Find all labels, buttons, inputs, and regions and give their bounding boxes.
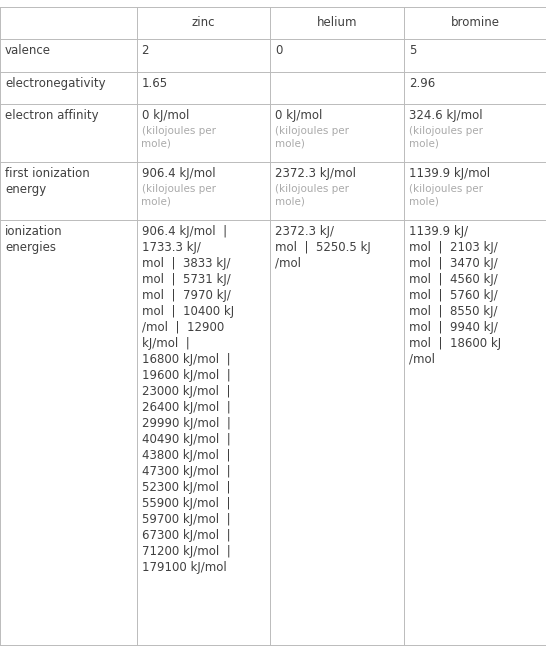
Text: 324.6 kJ/mol: 324.6 kJ/mol <box>409 110 483 122</box>
Bar <box>404 7 546 39</box>
Bar <box>404 220 546 645</box>
Text: 0: 0 <box>275 44 283 57</box>
Text: (kilojoules per
mole): (kilojoules per mole) <box>409 126 483 149</box>
Bar <box>404 104 546 162</box>
Text: bromine: bromine <box>450 16 500 29</box>
Bar <box>136 7 270 39</box>
Text: 5: 5 <box>409 44 417 57</box>
Bar <box>404 39 546 72</box>
Bar <box>270 104 404 162</box>
Bar <box>0 104 136 162</box>
Text: 0 kJ/mol: 0 kJ/mol <box>141 110 189 122</box>
Text: helium: helium <box>317 16 358 29</box>
Bar <box>0 72 136 104</box>
Bar <box>270 72 404 104</box>
Text: (kilojoules per
mole): (kilojoules per mole) <box>141 126 216 149</box>
Bar <box>404 162 546 220</box>
Text: 2: 2 <box>141 44 149 57</box>
Text: (kilojoules per
mole): (kilojoules per mole) <box>275 126 349 149</box>
Bar <box>136 39 270 72</box>
Bar <box>270 7 404 39</box>
Text: (kilojoules per
mole): (kilojoules per mole) <box>275 184 349 207</box>
Bar <box>270 162 404 220</box>
Bar <box>0 162 136 220</box>
Bar <box>136 220 270 645</box>
Bar <box>270 220 404 645</box>
Bar <box>136 162 270 220</box>
Text: (kilojoules per
mole): (kilojoules per mole) <box>141 184 216 207</box>
Text: 2.96: 2.96 <box>409 77 435 90</box>
Text: 1139.9 kJ/
mol  |  2103 kJ/
mol  |  3470 kJ/
mol  |  4560 kJ/
mol  |  5760 kJ/
m: 1139.9 kJ/ mol | 2103 kJ/ mol | 3470 kJ/… <box>409 224 501 366</box>
Bar <box>136 104 270 162</box>
Bar <box>0 220 136 645</box>
Text: electronegativity: electronegativity <box>5 77 105 90</box>
Text: first ionization
energy: first ionization energy <box>5 167 90 196</box>
Bar <box>270 39 404 72</box>
Text: 2372.3 kJ/
mol  |  5250.5 kJ
/mol: 2372.3 kJ/ mol | 5250.5 kJ /mol <box>275 224 371 269</box>
Bar <box>136 72 270 104</box>
Text: ionization
energies: ionization energies <box>5 224 63 254</box>
Text: zinc: zinc <box>192 16 215 29</box>
Text: electron affinity: electron affinity <box>5 110 99 122</box>
Text: valence: valence <box>5 44 51 57</box>
Text: 2372.3 kJ/mol: 2372.3 kJ/mol <box>275 167 357 180</box>
Text: 906.4 kJ/mol  |
1733.3 kJ/
mol  |  3833 kJ/
mol  |  5731 kJ/
mol  |  7970 kJ/
mo: 906.4 kJ/mol | 1733.3 kJ/ mol | 3833 kJ/… <box>141 224 234 574</box>
Text: (kilojoules per
mole): (kilojoules per mole) <box>409 184 483 207</box>
Text: 1.65: 1.65 <box>141 77 168 90</box>
Text: 0 kJ/mol: 0 kJ/mol <box>275 110 323 122</box>
Text: 1139.9 kJ/mol: 1139.9 kJ/mol <box>409 167 490 180</box>
Bar <box>0 39 136 72</box>
Bar <box>0 7 136 39</box>
Bar <box>404 72 546 104</box>
Text: 906.4 kJ/mol: 906.4 kJ/mol <box>141 167 215 180</box>
